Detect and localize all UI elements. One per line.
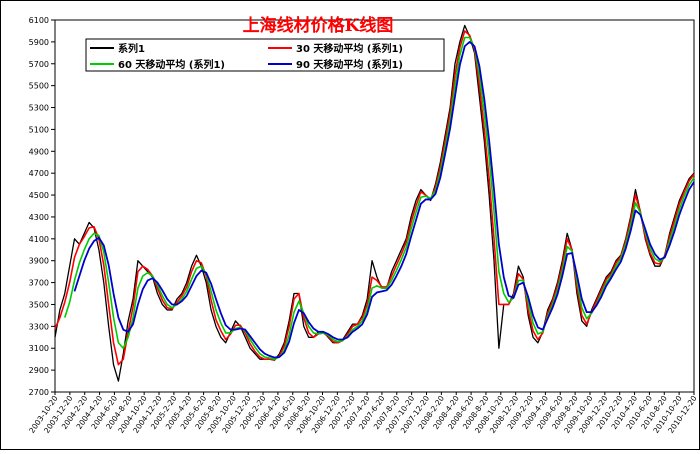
y-tick-label: 2900 — [29, 366, 49, 375]
chart-title: 上海线材价格K线图 — [243, 15, 394, 36]
y-tick-label: 2700 — [29, 388, 49, 397]
y-tick-label: 3300 — [29, 322, 49, 331]
y-tick-label: 3900 — [29, 257, 49, 266]
y-tick-label: 4500 — [29, 191, 49, 200]
y-tick-label: 4900 — [29, 147, 49, 156]
legend-label-1: 系列1 — [118, 42, 145, 55]
legend-label-3: 60 天移动平均 (系列1) — [118, 58, 225, 71]
legend: 系列1 30 天移动平均 (系列1) 60 天移动平均 (系列1) 90 天移动平均 … — [86, 39, 444, 71]
legend-label-4: 90 天移动平均 (系列1) — [296, 58, 403, 71]
y-tick-label: 5100 — [29, 125, 49, 134]
legend-label-2: 30 天移动平均 (系列1) — [296, 42, 403, 55]
y-tick-label: 5700 — [29, 60, 49, 69]
y-tick-label: 4100 — [29, 235, 49, 244]
y-tick-label: 4300 — [29, 213, 49, 222]
y-tick-label: 3700 — [29, 279, 49, 288]
y-tick-label: 3500 — [29, 300, 49, 309]
y-tick-label: 5300 — [29, 104, 49, 113]
y-tick-label: 4700 — [29, 169, 49, 178]
y-tick-label: 6100 — [29, 16, 49, 25]
y-tick-label: 3100 — [29, 344, 49, 353]
y-tick-label: 5500 — [29, 82, 49, 91]
y-tick-label: 5900 — [29, 38, 49, 47]
